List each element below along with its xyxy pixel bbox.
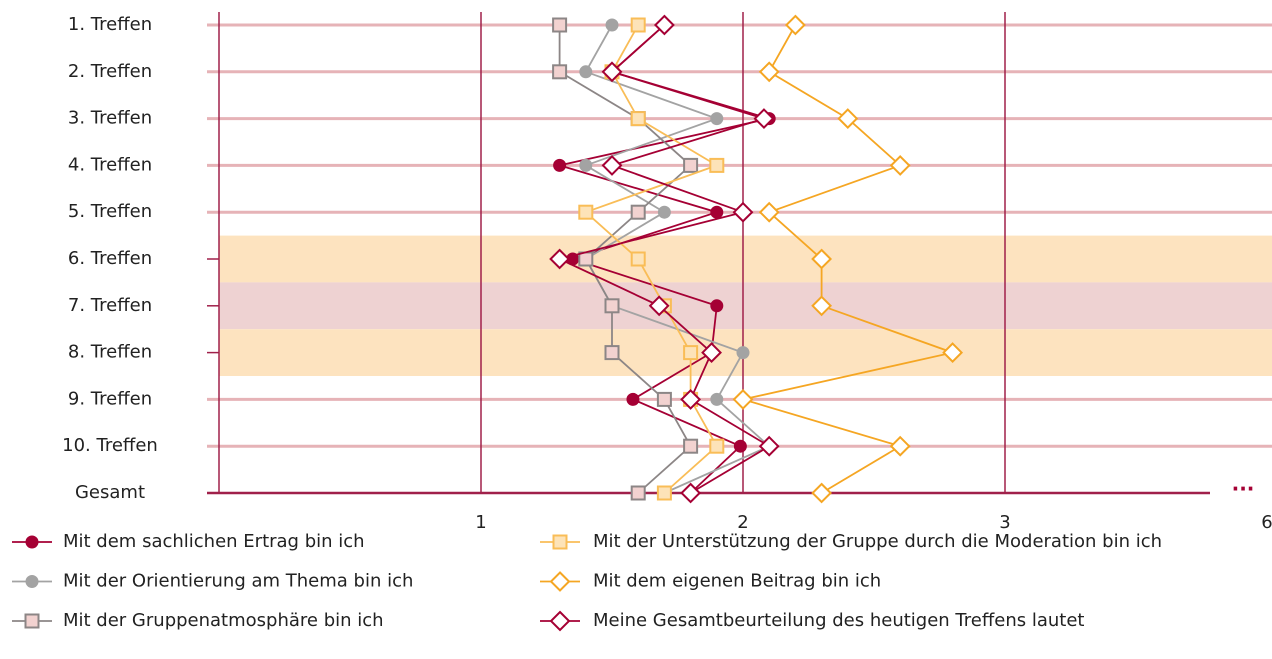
y-tick-label: 4. Treffen [68, 154, 152, 175]
legend-label: Mit dem eigenen Beitrag bin ich [593, 571, 881, 592]
data-point [601, 61, 623, 83]
data-point [653, 14, 675, 36]
data-point [709, 157, 725, 173]
data-point [549, 248, 571, 270]
data-point [733, 439, 747, 453]
data-point [753, 108, 775, 130]
data-point [889, 435, 911, 457]
data-point [648, 295, 670, 317]
data-point [942, 342, 964, 364]
data-point [626, 392, 640, 406]
x-tick-label: 3 [999, 512, 1010, 533]
legend-marker [549, 571, 571, 592]
legend-marker [549, 610, 571, 632]
y-tick-label: 8. Treffen [68, 342, 152, 363]
data-point [811, 295, 833, 317]
x-tick-label: 1 [475, 512, 486, 533]
y-tick-label: 2. Treffen [68, 61, 152, 82]
legend-marker [25, 575, 39, 588]
data-point [811, 482, 833, 504]
data-point [578, 204, 594, 220]
data-point [553, 158, 567, 172]
data-point [758, 61, 780, 83]
data-point [680, 482, 702, 504]
axis-break: ··· [1232, 477, 1255, 501]
data-point [552, 17, 568, 33]
data-point [811, 248, 833, 270]
data-point [578, 251, 594, 267]
x-tick-label: 6 [1261, 512, 1272, 533]
data-point [732, 201, 754, 223]
data-point [656, 485, 672, 501]
data-point [710, 392, 724, 406]
data-point [552, 64, 568, 80]
legend-label: Mit dem sachlichen Ertrag bin ich [63, 531, 365, 552]
legend-label: Mit der Unterstützung der Gruppe durch d… [593, 531, 1162, 552]
data-point [656, 391, 672, 407]
legend-label: Mit der Orientierung am Thema bin ich [63, 571, 413, 592]
x-tick-label: 2 [737, 512, 748, 533]
data-point [630, 17, 646, 33]
data-point [784, 14, 806, 36]
y-tick-label: 5. Treffen [68, 201, 152, 222]
y-tick-label: 6. Treffen [68, 248, 152, 269]
data-point [736, 346, 750, 360]
data-point [605, 18, 619, 32]
data-point [630, 111, 646, 127]
data-point [710, 205, 724, 219]
data-point [601, 154, 623, 176]
y-tick-label: Gesamt [75, 482, 145, 503]
legend-label: Meine Gesamtbeurteilung des heutigen Tre… [593, 610, 1084, 631]
data-point [630, 251, 646, 267]
y-tick-label: 10. Treffen [62, 435, 158, 456]
legend-marker [24, 613, 40, 629]
data-point [657, 205, 671, 219]
data-point [837, 108, 859, 130]
data-point [710, 299, 724, 313]
y-tick-label: 9. Treffen [68, 388, 152, 409]
row-band [219, 282, 1272, 330]
row-band [219, 235, 1272, 283]
y-tick-label: 3. Treffen [68, 108, 152, 129]
data-point [710, 112, 724, 126]
data-point [758, 435, 780, 457]
legend-marker [25, 535, 39, 549]
data-point [758, 201, 780, 223]
data-point [630, 485, 646, 501]
legend-marker [552, 534, 568, 550]
data-point [604, 298, 620, 314]
data-point [579, 65, 593, 79]
data-point [709, 438, 725, 454]
data-point [683, 438, 699, 454]
data-point [680, 388, 702, 410]
data-point [630, 204, 646, 220]
data-point [579, 158, 593, 172]
data-point [889, 154, 911, 176]
data-point [683, 157, 699, 173]
data-point [604, 345, 620, 361]
data-point [732, 388, 754, 410]
legend-label: Mit der Gruppenatmosphäre bin ich [63, 610, 384, 631]
y-tick-label: 7. Treffen [68, 295, 152, 316]
data-point [701, 342, 722, 364]
data-point [683, 345, 699, 361]
y-tick-label: 1. Treffen [68, 14, 152, 35]
